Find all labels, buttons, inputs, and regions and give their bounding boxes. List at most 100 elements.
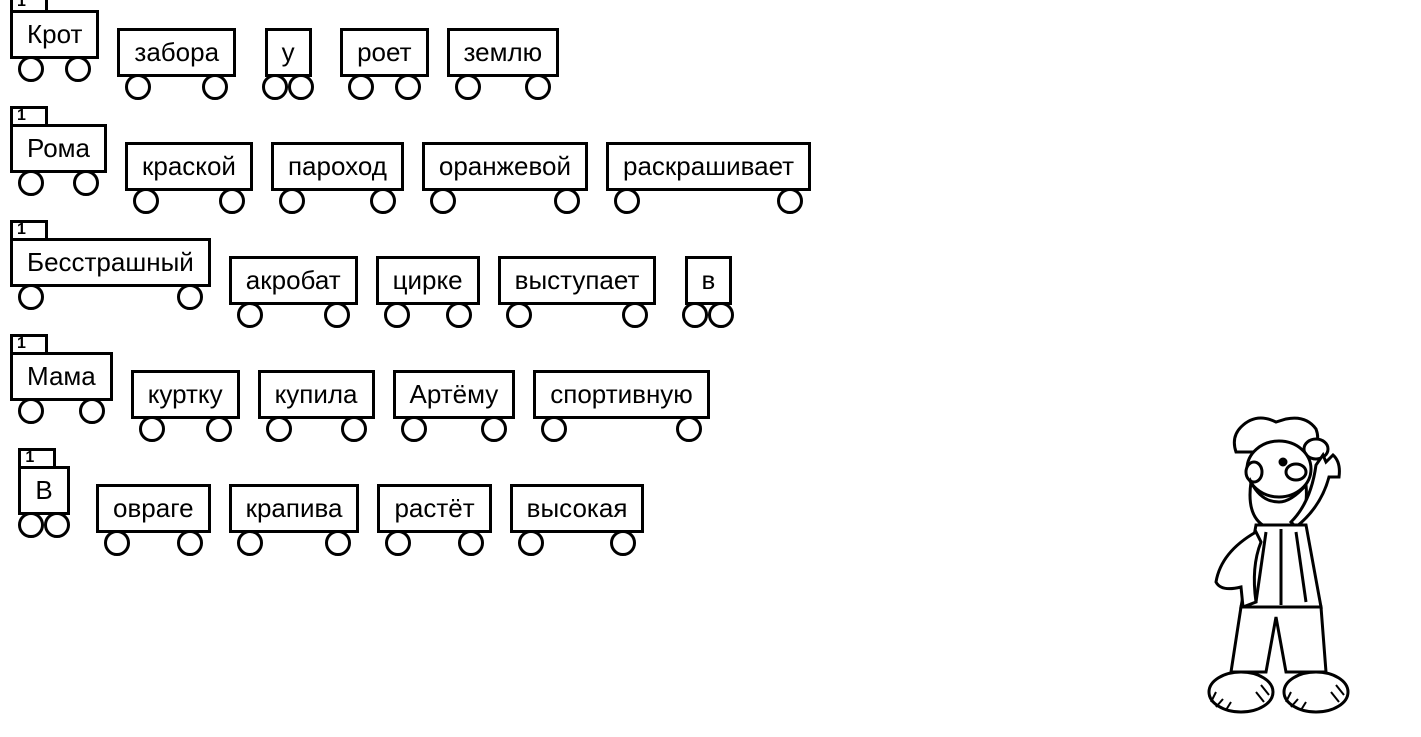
wheel [206,416,232,442]
wagon: пароход [271,124,404,214]
wagon: в [674,238,742,328]
locomotive-body: 1Крот [10,10,99,59]
wagon-word: краской [125,142,253,191]
locomotive-word: Мама [10,352,113,401]
locomotive-number-cab: 1 [10,220,48,238]
locomotive: 1Рома [10,124,107,196]
wheel [237,530,263,556]
locomotive-word: Крот [10,10,99,59]
wagon: роет [340,10,428,100]
wheel [430,188,456,214]
wheel [325,530,351,556]
wheel [455,74,481,100]
wheel [541,416,567,442]
locomotive: 1Мама [10,352,113,424]
wheel [458,530,484,556]
wheels [498,302,657,328]
wheels [10,398,113,424]
wheel [219,188,245,214]
wheels [229,302,358,328]
wagon-word: купила [258,370,375,419]
wheels [271,188,404,214]
wheel [139,416,165,442]
locomotive-body: 1В [18,466,69,515]
wheel [384,302,410,328]
gnome-illustration [1161,407,1401,727]
wagon-word: оранжевой [422,142,588,191]
wheels [10,512,78,538]
wagon: у [254,10,322,100]
wagon-word: в [685,256,733,305]
wheels [131,416,240,442]
wagon: овраге [96,466,211,556]
wagon: оранжевой [422,124,588,214]
wagon: растёт [377,466,491,556]
wheels [125,188,253,214]
wheel [18,284,44,310]
locomotive-word: Бесстрашный [10,238,211,287]
wagon-word: роет [340,28,428,77]
locomotive-number-cab: 1 [10,334,48,352]
wagon-word: цирке [376,256,480,305]
wheels [258,416,375,442]
wagon: раскрашивает [606,124,811,214]
wagon-word: выступает [498,256,657,305]
wagon: акробат [229,238,358,328]
wagon: спортивную [533,352,710,442]
wheels [96,530,211,556]
wheel [18,398,44,424]
wagon: Артёму [393,352,516,442]
locomotive-body: 1Бесстрашный [10,238,211,287]
wheel [177,530,203,556]
train-row: 1Рома краской пароход оранжевой раскрашивает [10,124,1411,214]
wagon: высокая [510,466,645,556]
wheel [348,74,374,100]
locomotive-word: В [18,466,69,515]
wheel [385,530,411,556]
wheel [18,56,44,82]
wheels [229,530,360,556]
locomotive-body: 1Мама [10,352,113,401]
wheel [79,398,105,424]
wagon-word: растёт [377,484,491,533]
wheel [506,302,532,328]
wheel [395,74,421,100]
wagon-word: у [265,28,312,77]
locomotive: 1Крот [10,10,99,82]
wheel [237,302,263,328]
wheels [422,188,588,214]
wagon-word: овраге [96,484,211,533]
wheel [708,302,734,328]
wagon-word: акробат [229,256,358,305]
wheel [682,302,708,328]
wheels [606,188,811,214]
wheel [279,188,305,214]
wheels [10,170,107,196]
wheels [117,74,236,100]
locomotive-number-cab: 1 [10,106,48,124]
wagon: куртку [131,352,240,442]
wagon: землю [447,10,560,100]
wheels [10,56,99,82]
wagon: краской [125,124,253,214]
wheels [533,416,710,442]
wagon-word: спортивную [533,370,710,419]
wheel [324,302,350,328]
wagon-word: раскрашивает [606,142,811,191]
wheel [610,530,636,556]
wheels [447,74,560,100]
wagon: цирке [376,238,480,328]
wheel [341,416,367,442]
wagon-word: куртку [131,370,240,419]
wheel [44,512,70,538]
wheel [288,74,314,100]
wheels [377,530,491,556]
wheel [262,74,288,100]
wheel [133,188,159,214]
wagon-word: Артёму [393,370,516,419]
wheel [266,416,292,442]
locomotive-body: 1Рома [10,124,107,173]
wheel [525,74,551,100]
wheels [10,284,211,310]
locomotive-word: Рома [10,124,107,173]
